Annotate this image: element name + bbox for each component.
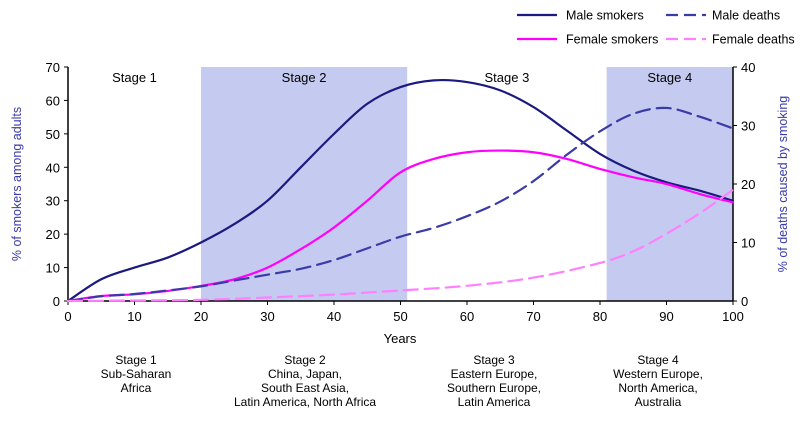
y-left-tick-label: 0 [53,294,60,309]
bottom-label-stage-3: Stage 3 Eastern Europe, Southern Europe,… [394,353,594,409]
x-tick-label: 30 [260,309,274,324]
x-tick-label: 100 [722,309,744,324]
legend-label-male-deaths: Male deaths [712,9,780,23]
y-left-tick-label: 50 [46,127,60,142]
y-left-tick-label: 10 [46,261,60,276]
bottom-label-line: Stage 3 [473,353,515,367]
bottom-label-stage-2: Stage 2 China, Japan, South East Asia, L… [205,353,405,409]
bottom-label-stage-1: Stage 1 Sub-Saharan Africa [36,353,236,395]
bottom-label-line: Latin America [457,395,531,409]
series-line-female-deaths [66,188,735,303]
bottom-label-line: South East Asia, [260,381,350,395]
tick-labels: 0 10 20 30 40 50 60 70 80 90 100010203040506070010… [46,60,756,324]
bottom-label-line: Stage 2 [284,353,326,367]
stage-bands [201,67,733,301]
y-axis-left-label: % of smokers among adults [10,107,24,261]
bottom-label-stage-4: Stage 4 Western Europe, North America, A… [558,353,758,409]
bottom-label-line: Stage 1 [115,353,157,367]
x-tick-label: 40 [327,309,341,324]
x-tick-label: 80 [593,309,607,324]
x-tick-label: 20 [194,309,208,324]
stage-label-3: Stage 3 [484,70,529,85]
legend-label-male-smokers: Male smokers [566,9,644,23]
y-left-tick-label: 60 [46,93,60,108]
bottom-label-line: Southern Europe, [446,381,542,395]
x-tick-label: 10 [127,309,141,324]
bottom-label-line: Latin America, North Africa [233,395,377,409]
bottom-label-line: Western Europe, [613,367,703,381]
x-tick-label: 0 [64,309,71,324]
y-left-tick-label: 30 [46,194,60,209]
stage-label-2: Stage 2 [282,70,327,85]
stage-band-2 [201,67,408,301]
legend-label-female-smokers: Female smokers [566,33,658,47]
stage-label-1: Stage 1 [112,70,157,85]
bottom-label-line: Stage 4 [637,353,679,367]
bottom-label-line: Africa [120,381,152,395]
stage-label-4: Stage 4 [647,70,692,85]
bottom-label-line: Australia [634,395,682,409]
stage-labels: Stage 1 Stage 2 Stage 3 Stage 4 [112,70,692,85]
x-tick-label: 70 [526,309,540,324]
y-right-tick-label: 20 [741,177,755,192]
y-left-tick-label: 40 [46,160,60,175]
legend-label-female-deaths: Female deaths [712,33,795,47]
series-lines [66,78,735,303]
series-line-male-smokers [66,78,735,303]
x-tick-label: 90 [659,309,673,324]
legend: Male smokers Male deaths Female smokers Fem… [517,9,795,47]
x-axis-label: Years [384,331,417,346]
bottom-label-line: North America, [618,381,698,395]
bottom-label-line: China, Japan, [267,367,343,381]
y-axis-right-label: % of deaths caused by smoking [776,96,790,273]
y-right-tick-label: 0 [741,294,748,309]
y-left-tick-label: 70 [46,60,60,75]
y-right-tick-label: 40 [741,60,755,75]
y-right-tick-label: 10 [741,236,755,251]
x-tick-label: 50 [393,309,407,324]
bottom-label-line: Sub-Saharan [100,367,172,381]
y-right-tick-label: 30 [741,119,755,134]
x-tick-label: 60 [460,309,474,324]
y-left-tick-label: 20 [46,227,60,242]
series-line-male-deaths [66,106,735,303]
bottom-label-line: Eastern Europe, [450,367,538,381]
